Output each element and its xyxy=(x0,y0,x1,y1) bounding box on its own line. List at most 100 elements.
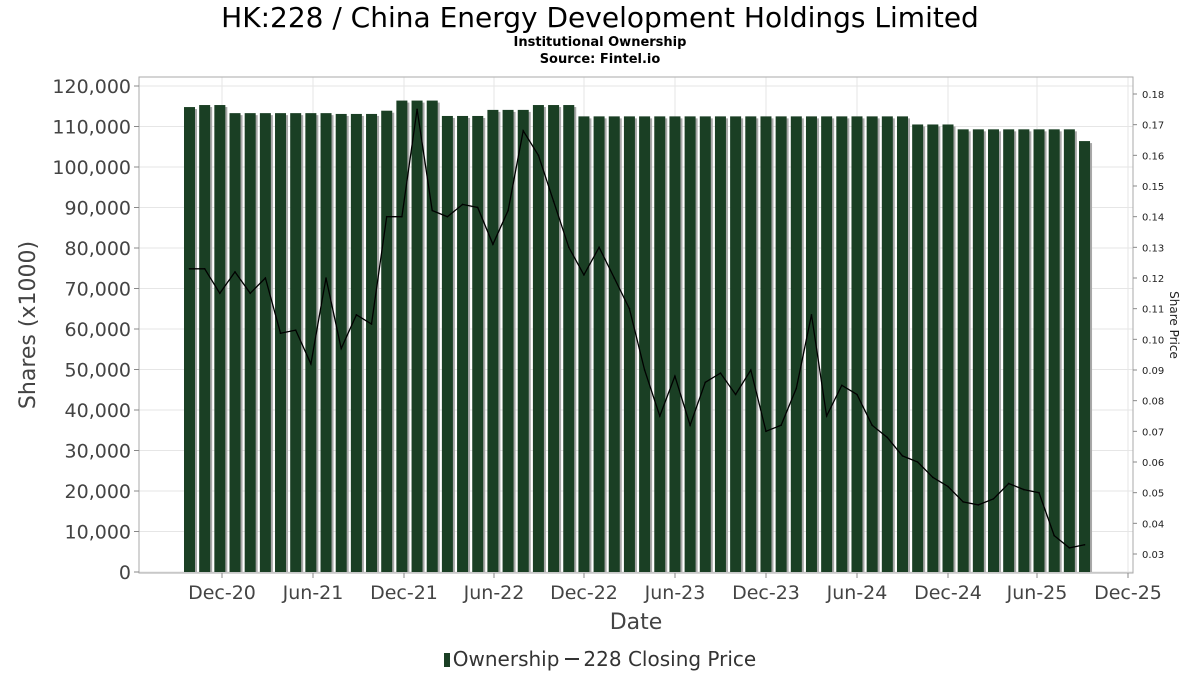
x-tick-label: Jun-23 xyxy=(644,582,706,604)
ownership-bar xyxy=(229,113,241,572)
ownership-bar xyxy=(608,116,620,572)
price-point xyxy=(219,292,221,295)
ownership-bar xyxy=(259,113,271,572)
ownership-bar xyxy=(972,129,984,572)
legend: Ownership 228 Closing Price xyxy=(0,646,1200,672)
ownership-bar xyxy=(775,116,787,572)
y2-axis-label: Share Price xyxy=(1167,291,1181,359)
ownership-bar xyxy=(184,107,195,572)
price-point xyxy=(856,393,858,396)
ownership-bar xyxy=(502,109,514,573)
ownership-bar xyxy=(1063,129,1075,572)
y2-tick-label: 0.04 xyxy=(1142,519,1164,530)
price-point xyxy=(461,203,464,206)
price-point xyxy=(370,323,373,325)
price-point xyxy=(916,461,919,463)
price-point xyxy=(932,476,934,479)
ownership-bar xyxy=(639,116,651,572)
price-line xyxy=(189,109,1085,549)
x-tick-label: Jun-25 xyxy=(1006,582,1068,604)
price-point xyxy=(962,501,964,503)
price-point xyxy=(234,271,236,273)
price-point xyxy=(567,246,570,249)
legend-price-label: 228 Closing Price xyxy=(583,647,757,671)
price-point xyxy=(1038,491,1040,494)
y-tick-label: 0 xyxy=(119,562,131,584)
price-point xyxy=(734,393,737,396)
ownership-bar xyxy=(199,105,211,572)
price-line-series xyxy=(188,108,1086,549)
y-axis-label: Shares (x1000) xyxy=(16,241,41,409)
price-point xyxy=(689,424,691,427)
ownership-bar xyxy=(396,100,408,572)
ownership-bar xyxy=(1003,129,1015,572)
price-point xyxy=(340,347,343,350)
ownership-bar xyxy=(214,105,226,572)
y-tick-label: 10,000 xyxy=(65,522,131,544)
x-tick-label: Dec-21 xyxy=(370,582,438,604)
ownership-bar xyxy=(1018,129,1030,572)
price-point xyxy=(947,485,949,488)
y-axis-left: 0 10,000 20,000 30,000 40,000 50,000 60,000 70,… xyxy=(52,76,139,584)
price-point xyxy=(871,424,873,427)
ownership-bar xyxy=(669,116,681,572)
y-tick-label: 40,000 xyxy=(65,400,131,422)
x-tick-label: Dec-23 xyxy=(732,582,800,604)
price-point xyxy=(658,415,661,417)
ownership-bar xyxy=(1048,129,1060,572)
x-axis-label: Date xyxy=(610,610,663,635)
price-point xyxy=(325,277,327,279)
price-point xyxy=(977,504,980,506)
ownership-bar xyxy=(290,113,302,572)
ownership-bar xyxy=(593,116,605,572)
ownership-bar xyxy=(836,116,848,572)
y-tick-label: 110,000 xyxy=(52,117,131,139)
y-tick-label: 30,000 xyxy=(65,441,131,463)
price-point xyxy=(1007,482,1010,485)
price-point xyxy=(749,369,752,371)
x-tick-label: Dec-24 xyxy=(914,582,982,604)
ownership-bar xyxy=(411,100,423,572)
price-point xyxy=(385,215,388,218)
ownership-bars xyxy=(184,100,1093,573)
ownership-bar xyxy=(623,116,635,572)
ownership-bar xyxy=(517,109,529,573)
y2-tick-label: 0.07 xyxy=(1142,427,1164,438)
ownership-bar xyxy=(563,105,575,572)
chart-subtitle: Institutional Ownership xyxy=(513,35,687,50)
y2-tick-label: 0.05 xyxy=(1142,489,1164,500)
y2-tick-label: 0.12 xyxy=(1142,274,1164,285)
y2-tick-label: 0.13 xyxy=(1142,243,1164,254)
ownership-bar xyxy=(684,116,696,572)
price-point xyxy=(1083,544,1086,546)
ownership-bar xyxy=(805,116,817,572)
price-point xyxy=(1023,488,1025,491)
price-point xyxy=(1053,534,1055,537)
price-point xyxy=(643,369,646,371)
y2-tick-label: 0.17 xyxy=(1142,121,1164,132)
ownership-bar xyxy=(760,116,772,572)
plot-area xyxy=(138,76,1134,574)
ownership-bar xyxy=(275,113,287,572)
legend-ownership-label: Ownership xyxy=(452,647,560,671)
y-tick-label: 100,000 xyxy=(52,157,131,179)
ownership-bar xyxy=(366,113,378,572)
ownership-bar xyxy=(441,115,453,572)
y2-tick-label: 0.18 xyxy=(1142,90,1164,101)
x-axis: Dec-20 Jun-21 Dec-21 Jun-22 Dec-22 Jun-23 Dec-… xyxy=(188,573,1162,604)
price-point xyxy=(704,381,707,384)
price-point xyxy=(279,332,282,335)
ownership-bar xyxy=(745,116,757,572)
y2-tick-label: 0.10 xyxy=(1142,335,1164,346)
price-point xyxy=(841,384,843,387)
price-point xyxy=(492,243,494,246)
ownership-bar xyxy=(578,116,590,572)
ownership-bar xyxy=(942,124,954,572)
price-point xyxy=(583,274,585,276)
y2-tick-label: 0.06 xyxy=(1142,458,1164,469)
y2-tick-label: 0.08 xyxy=(1142,397,1164,408)
ownership-legend-swatch xyxy=(443,653,450,667)
price-point xyxy=(537,154,540,157)
ownership-bar xyxy=(699,116,711,572)
x-tick-label: Jun-21 xyxy=(282,582,344,604)
